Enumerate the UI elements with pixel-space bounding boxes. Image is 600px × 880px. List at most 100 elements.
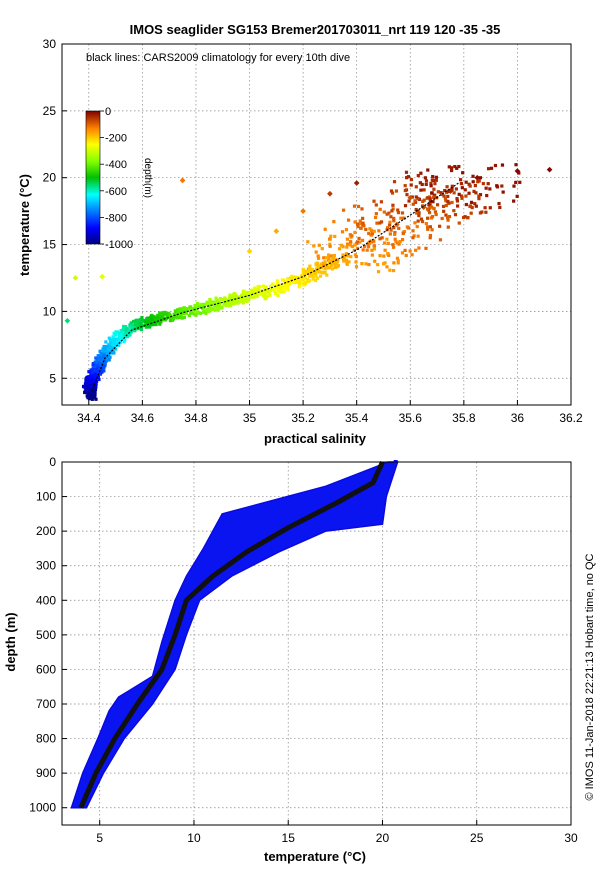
ts-point <box>92 390 96 394</box>
ts-point <box>215 307 219 311</box>
ts-plot-frame <box>61 43 572 406</box>
ts-point <box>345 242 350 246</box>
ts-point <box>107 344 114 351</box>
ts-point <box>111 351 115 355</box>
ts-point <box>316 254 320 258</box>
ts-point <box>394 189 399 193</box>
ts-point <box>149 318 153 322</box>
ts-point <box>374 212 378 216</box>
ts-point <box>234 295 239 299</box>
ts-point <box>252 295 256 299</box>
ts-point <box>175 312 179 316</box>
ts-point <box>434 212 438 217</box>
ts-point <box>123 337 127 341</box>
ts-point <box>215 303 219 308</box>
ts-point <box>477 194 481 198</box>
ts-point <box>193 309 197 313</box>
ts-point <box>102 344 106 349</box>
ts-point <box>445 190 449 194</box>
profile-y-ticks: 0 100 200 300 400 500 600 700 800 900 1000 <box>29 455 67 815</box>
ts-point <box>186 308 190 312</box>
ts-point <box>330 267 335 271</box>
ts-point <box>426 168 430 172</box>
ts-point <box>378 221 382 225</box>
ts-point <box>419 188 423 192</box>
ts-point <box>344 258 349 262</box>
ts-point <box>444 203 448 208</box>
ts-point <box>402 216 406 220</box>
ts-point <box>112 331 116 335</box>
ts-point <box>139 321 143 326</box>
ts-point <box>98 349 102 353</box>
ts-point <box>93 387 98 392</box>
ts-point <box>467 182 471 186</box>
ts-point <box>124 327 128 331</box>
colorbar-tick-1: -200 <box>105 133 127 145</box>
ts-point <box>128 332 132 337</box>
ts-point <box>372 199 376 203</box>
ts-point <box>208 297 212 302</box>
ts-point <box>447 201 451 205</box>
ts-point <box>266 290 270 294</box>
ts-point <box>356 246 360 250</box>
ts-point <box>106 351 110 355</box>
ts-point <box>428 197 432 201</box>
ts-point <box>358 219 362 223</box>
ts-point <box>364 227 368 232</box>
ts-point <box>249 288 254 292</box>
ts-point <box>276 289 281 293</box>
ts-point <box>85 384 89 388</box>
ts-point <box>104 359 108 363</box>
ts-point <box>467 191 471 195</box>
ts-point <box>161 318 165 322</box>
ts-point <box>417 246 421 250</box>
ts-point <box>463 215 467 219</box>
ts-point <box>380 236 384 240</box>
ts-point <box>328 244 332 248</box>
ts-point <box>228 296 232 301</box>
ts-point <box>245 290 249 294</box>
ts-point <box>391 243 395 247</box>
ts-point <box>449 168 454 173</box>
ts-point <box>172 312 176 316</box>
ts-point <box>182 315 186 319</box>
ts-point <box>382 254 386 258</box>
ts-point <box>444 199 448 203</box>
ts-point <box>515 194 519 198</box>
ts-point <box>308 274 312 278</box>
ts-point <box>372 244 377 248</box>
ts-point <box>283 283 287 287</box>
ts-point <box>392 180 397 184</box>
ts-point <box>247 297 251 301</box>
ts-point <box>94 397 98 401</box>
ts-point <box>332 255 336 259</box>
ts-point <box>446 218 450 222</box>
ts-point <box>103 364 107 368</box>
ts-point <box>460 196 464 200</box>
ts-point <box>391 203 395 207</box>
ts-point <box>96 357 101 362</box>
ts-point <box>323 260 327 264</box>
depth-colorbar: 0 -200 -400 -600 -800 -1000 depth(m) <box>85 106 153 251</box>
ts-point <box>367 245 371 249</box>
ts-point <box>432 187 436 191</box>
ts-point <box>285 278 289 283</box>
ts-point <box>447 165 451 169</box>
ts-point <box>370 248 374 252</box>
ts-point <box>150 316 154 320</box>
ts-point <box>313 274 317 278</box>
ts-point <box>422 198 426 202</box>
ts-point <box>345 260 349 265</box>
ts-point <box>303 272 307 276</box>
ts-point <box>428 233 433 238</box>
ts-point <box>416 209 420 213</box>
ts-point <box>431 174 435 179</box>
ts-point <box>94 382 98 386</box>
ts-point <box>376 263 380 267</box>
ts-point <box>345 254 349 258</box>
ts-point <box>441 204 446 209</box>
ts-point <box>466 216 470 220</box>
ts-point <box>483 206 487 210</box>
ts-point <box>429 181 433 186</box>
ts-point <box>131 327 136 331</box>
